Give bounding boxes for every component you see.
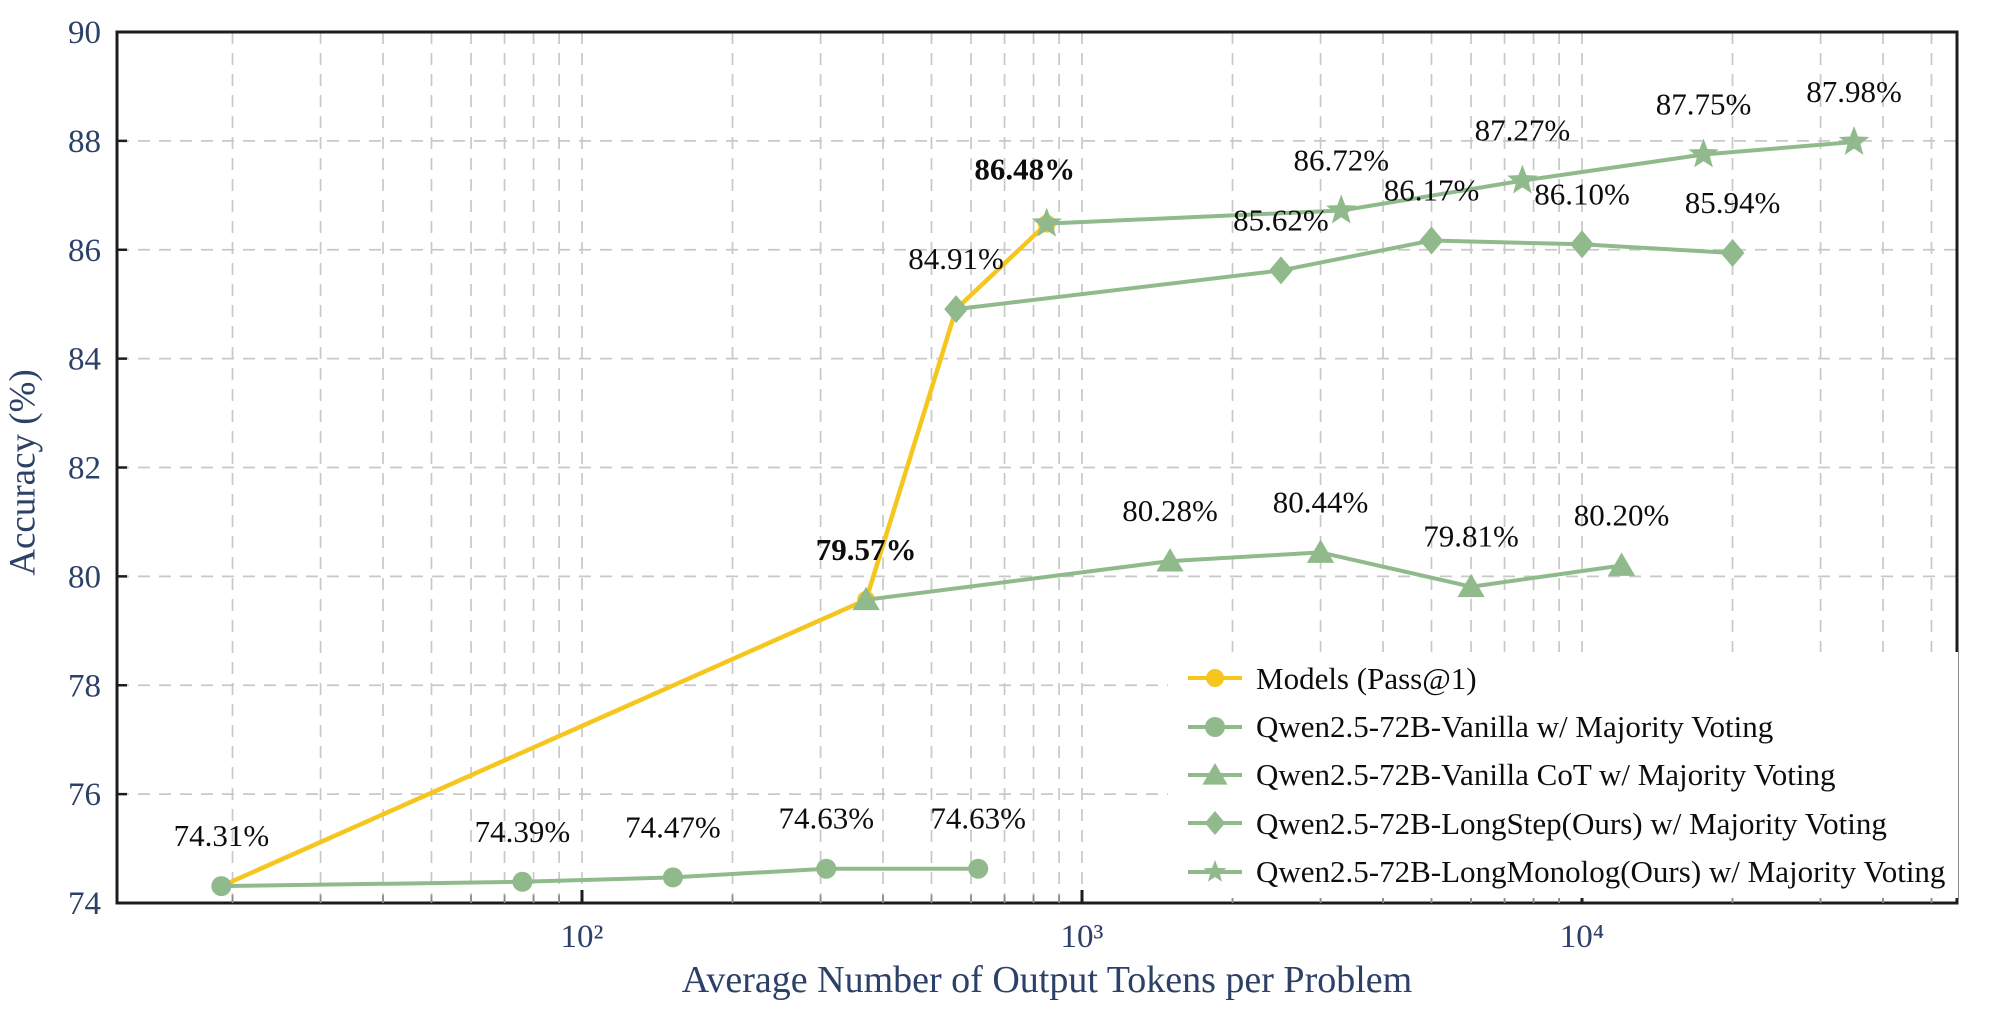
x-axis-title: Average Number of Output Tokens per Prob… [681,959,1413,1001]
triangle-marker-icon [1156,548,1184,572]
diamond-marker-icon [1720,239,1745,268]
circle-marker-icon [512,871,533,892]
star-marker-icon [1326,194,1357,224]
legend-longmonolog-marker-icon [1188,859,1242,882]
legend-label: Qwen2.5-72B-Vanilla CoT w/ Majority Voti… [1256,757,1836,793]
data-point-label: 87.27% [1475,113,1571,148]
data-point-label: 85.62% [1233,202,1329,237]
legend: Models (Pass@1) Qwen2.5-72B-Vanilla w/ M… [1168,652,1958,898]
y-tick-label: 76 [68,777,101,813]
data-point-label: 86.48% [974,152,1075,187]
data-point-label: 87.75% [1656,86,1752,121]
data-point-label: 74.63% [778,801,874,836]
star-marker-icon [1688,138,1719,168]
diamond-marker-icon [1419,226,1444,255]
legend-item-longstep: Qwen2.5-72B-LongStep(Ours) w/ Majority V… [1184,801,1958,845]
data-point-label: 86.10% [1534,176,1630,211]
legend-item-vanilla-cot: Qwen2.5-72B-Vanilla CoT w/ Majority Voti… [1184,753,1958,797]
x-tick-label: 10² [561,919,604,955]
star-marker-icon [1507,164,1538,194]
data-point-label: 84.91% [908,241,1004,276]
legend-vanilla-cot-marker-icon [1188,762,1242,785]
legend-item-vanilla: Qwen2.5-72B-Vanilla w/ Majority Voting [1184,705,1958,749]
point-labels: 74.31% 74.39% 74.47% 74.63% 74.63% 79.57% 80.2… [174,74,1902,853]
data-point-label: 86.72% [1293,143,1389,178]
y-tick-label: 84 [68,342,101,378]
legend-item-longmonolog: Qwen2.5-72B-LongMonolog(Ours) w/ Majorit… [1184,850,1958,894]
triangle-marker-icon [852,586,880,611]
data-point-label: 74.63% [930,801,1026,836]
x-tick-label: 10⁴ [1560,919,1605,955]
diamond-marker-icon [1269,256,1293,285]
y-tick-label: 82 [68,451,101,487]
circle-marker-icon [968,858,989,879]
data-point-label: 86.17% [1384,172,1480,207]
legend-label: Qwen2.5-72B-Vanilla w/ Majority Voting [1256,709,1774,745]
data-point-label: 80.28% [1122,493,1218,528]
series-1 [211,858,989,897]
legend-label: Qwen2.5-72B-LongMonolog(Ours) w/ Majorit… [1256,854,1946,890]
series-line [955,238,1733,312]
diamond-marker-icon [944,295,968,324]
series-3 [944,226,1745,324]
x-tick-label: 10³ [1061,919,1104,955]
y-tick-label: 74 [68,886,101,922]
axis-ticks: 10² 10³ 10⁴ 74 76 78 80 82 84 86 88 90 [68,15,1933,955]
y-tick-label: 78 [68,668,101,704]
data-point-label: 87.98% [1806,74,1902,109]
circle-marker-icon [816,858,837,879]
triangle-marker-icon [1202,762,1228,785]
data-point-label: 80.44% [1273,484,1369,519]
y-tick-label: 80 [68,559,101,595]
diamond-marker-icon [1204,811,1226,836]
legend-longstep-marker-icon [1188,811,1242,836]
series-0 [212,214,1056,896]
data-point-label: 74.39% [475,814,571,849]
data-point-label: 79.57% [816,532,917,567]
y-axis-title: Accuracy (%) [2,369,44,576]
legend-label: Qwen2.5-72B-LongStep(Ours) w/ Majority V… [1256,805,1887,841]
diamond-marker-icon [1570,230,1594,259]
legend-label: Models (Pass@1) [1256,660,1477,696]
legend-item-pass1: Models (Pass@1) [1184,656,1958,700]
star-marker-icon [1203,859,1227,882]
legend-vanilla-marker-icon [1188,716,1242,737]
legend-pass1-marker-icon [1188,669,1242,688]
circle-marker-icon [662,867,683,888]
triangle-marker-icon [1607,552,1636,576]
circle-marker-icon [1205,716,1225,737]
series-4 [1031,125,1870,237]
data-point-label: 85.94% [1685,185,1781,220]
series-2 [852,539,1636,611]
star-marker-icon [1031,207,1062,237]
data-point-label: 80.20% [1574,497,1670,532]
series-line [220,221,1049,889]
star-marker-icon [1838,125,1870,155]
circle-marker-icon [211,876,232,897]
data-point-label: 79.81% [1423,519,1519,554]
y-tick-label: 88 [68,124,101,160]
circle-marker-icon [1206,669,1224,688]
data-point-label: 74.47% [625,809,721,844]
triangle-marker-icon [1457,573,1485,598]
data-point-label: 74.31% [174,818,270,853]
series-line [221,866,979,889]
y-tick-label: 86 [68,233,101,269]
y-tick-label: 90 [68,15,101,51]
triangle-marker-icon [1306,539,1335,563]
